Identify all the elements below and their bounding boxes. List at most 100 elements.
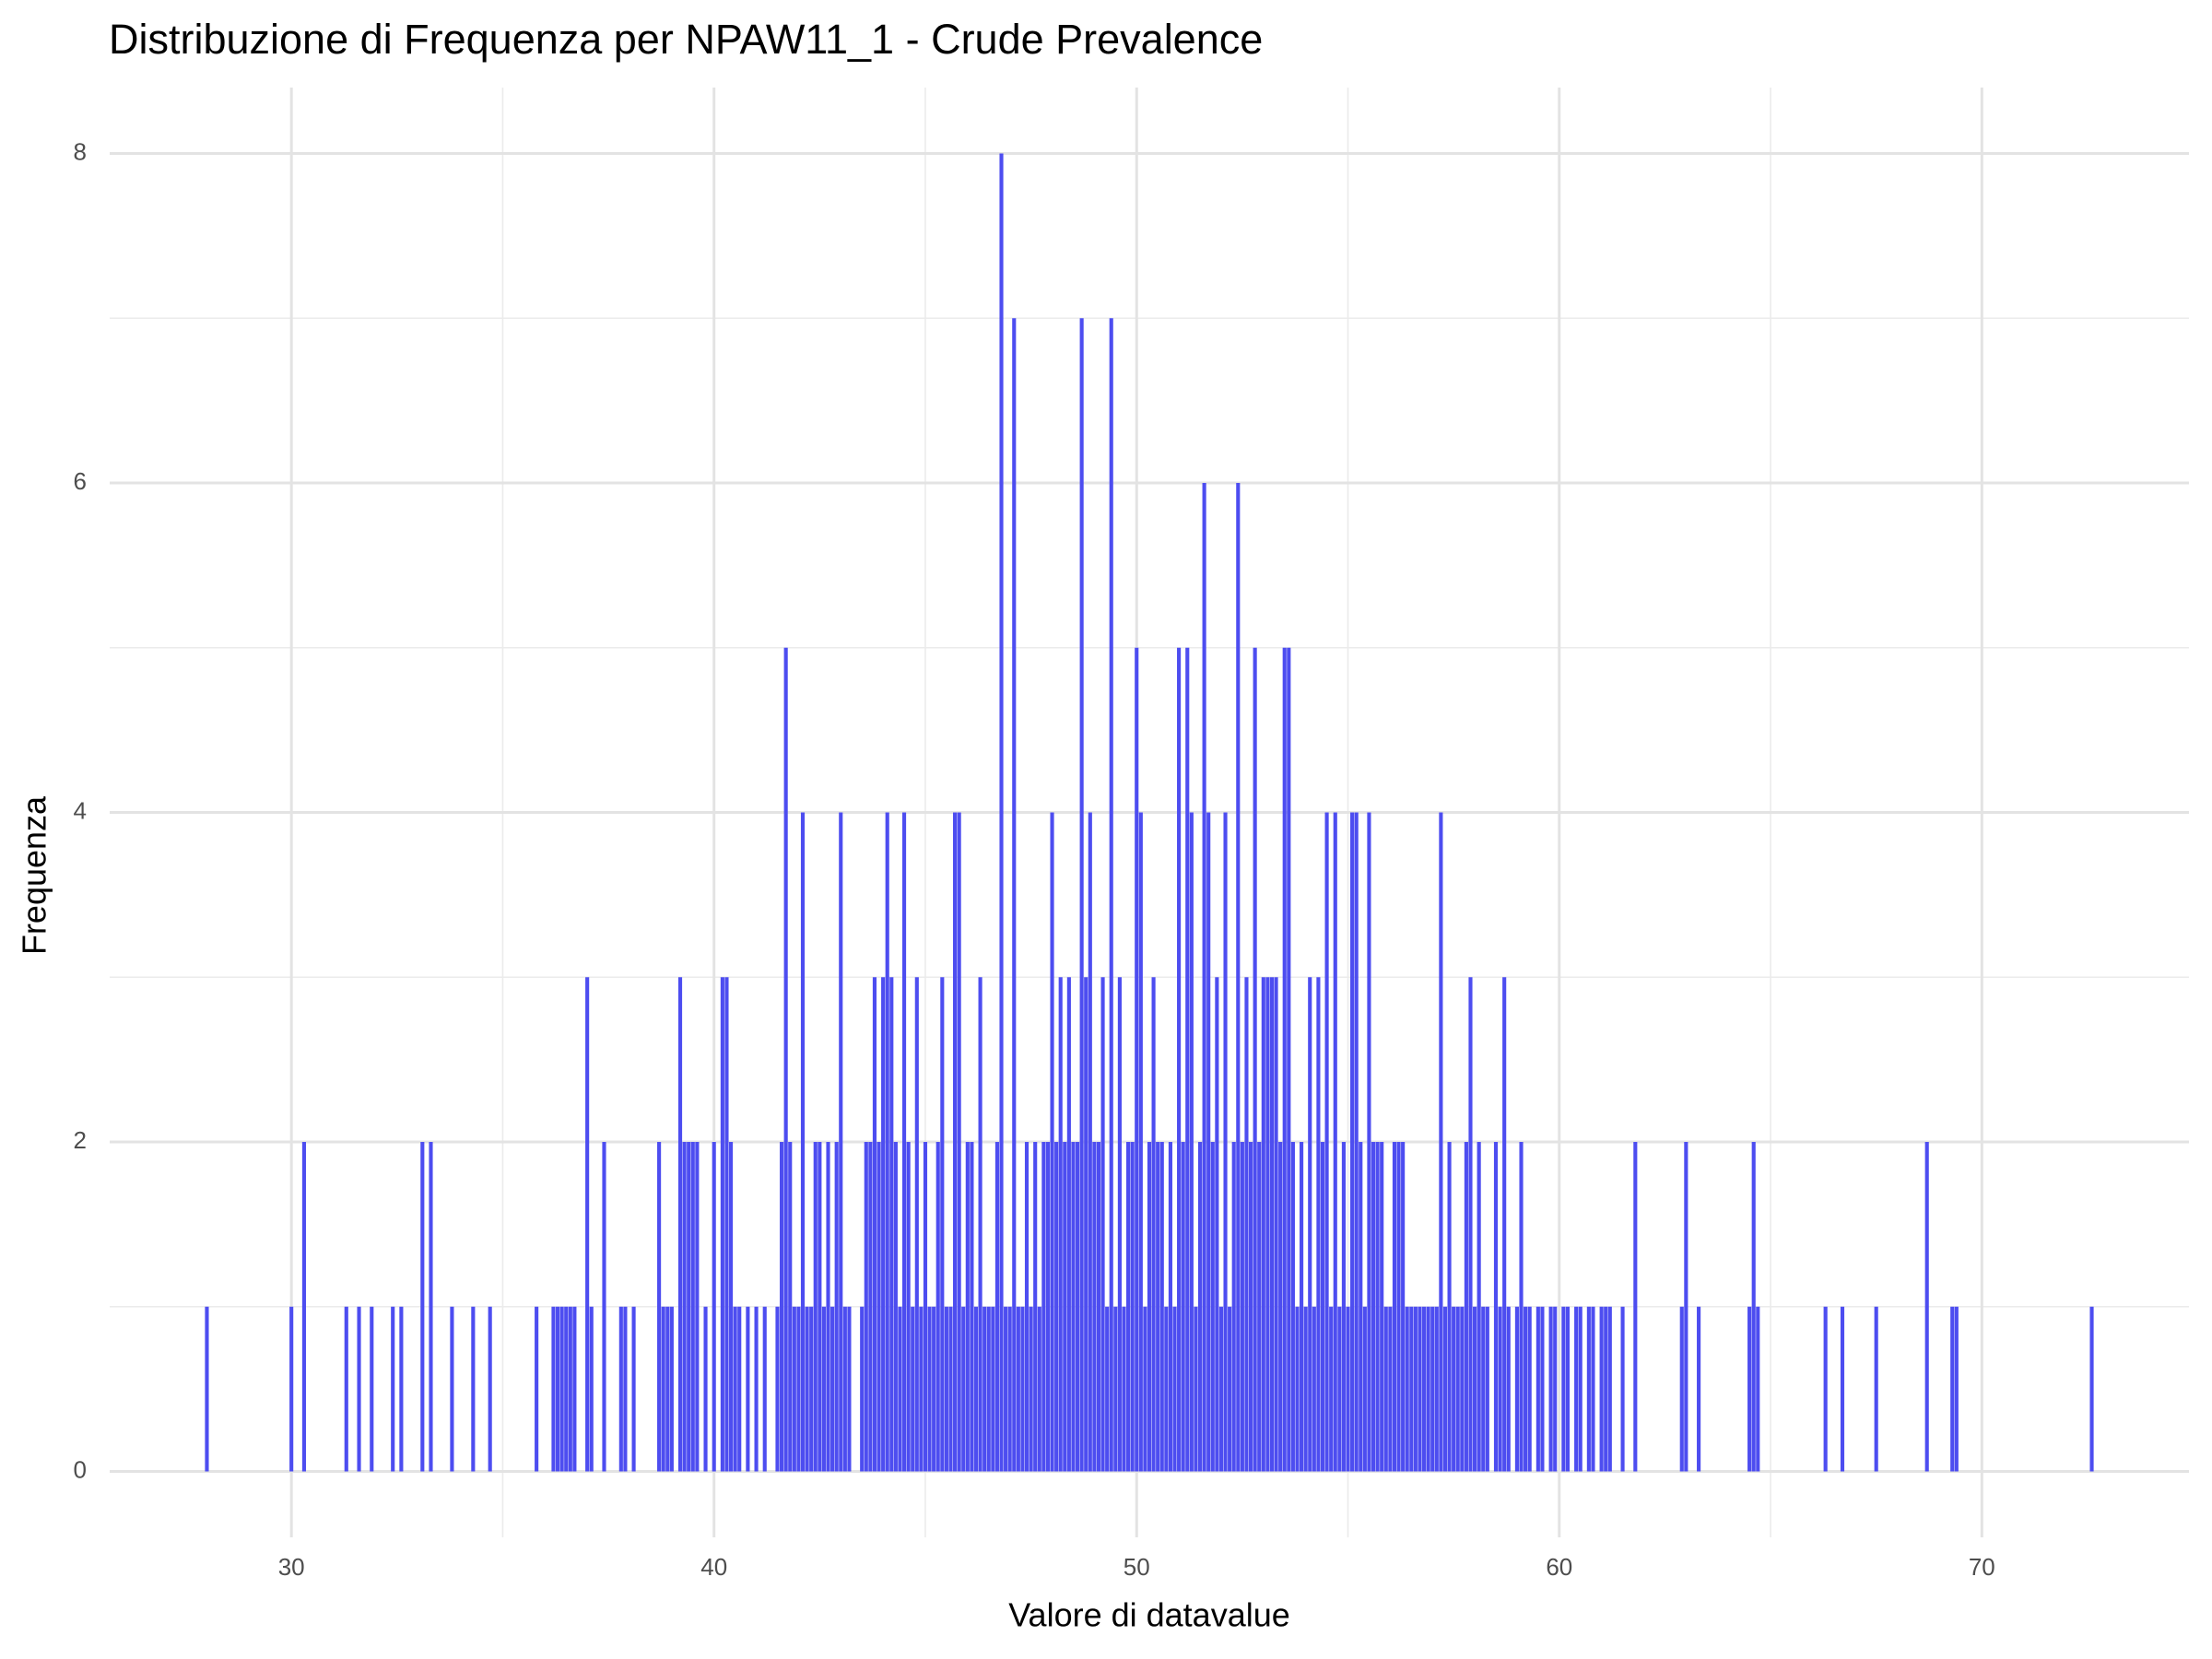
- bar: [1493, 1142, 1499, 1472]
- bar: [994, 1142, 999, 1472]
- bar: [780, 1142, 784, 1472]
- bar: [1117, 977, 1122, 1472]
- bar: [429, 1142, 433, 1472]
- bar: [1481, 1306, 1486, 1472]
- bar: [864, 1142, 868, 1472]
- bar: [1265, 977, 1270, 1472]
- bar: [813, 1142, 818, 1472]
- bar: [1747, 1306, 1752, 1472]
- bar: [999, 153, 1004, 1472]
- bar: [1007, 1306, 1012, 1472]
- bar: [703, 1306, 708, 1472]
- bar: [1477, 1142, 1481, 1472]
- bar: [1054, 1142, 1059, 1472]
- bar: [1151, 977, 1156, 1472]
- y-axis-title: Frequenza: [16, 795, 53, 955]
- bar: [2089, 1306, 2094, 1472]
- bar: [1535, 1306, 1540, 1472]
- bar: [1274, 977, 1278, 1472]
- bar: [631, 1306, 636, 1472]
- bar: [1228, 1306, 1232, 1472]
- bar: [589, 1306, 594, 1472]
- bar: [834, 1142, 839, 1472]
- bar: [585, 977, 590, 1472]
- bar: [1253, 647, 1257, 1472]
- y-tick-label: 4: [74, 796, 87, 824]
- bar: [1109, 318, 1113, 1472]
- bar: [1164, 1306, 1169, 1472]
- bar: [568, 1306, 572, 1472]
- bar: [1197, 1142, 1203, 1472]
- bar: [948, 1306, 953, 1472]
- bar: [1189, 812, 1194, 1472]
- bar: [839, 812, 843, 1472]
- bar: [1679, 1306, 1684, 1472]
- bar: [1405, 1306, 1409, 1472]
- bar: [357, 1306, 361, 1472]
- bar: [783, 647, 788, 1472]
- bar: [690, 1142, 695, 1472]
- bar: [665, 1306, 670, 1472]
- bar: [1181, 1142, 1185, 1472]
- bar: [301, 1142, 306, 1472]
- chart-title: Distribuzione di Frequenza per NPAW11_1 …: [109, 16, 1263, 63]
- bar: [792, 1306, 796, 1472]
- bar: [919, 1306, 924, 1472]
- bar: [940, 977, 945, 1472]
- bar: [1607, 1306, 1612, 1472]
- bar: [1367, 812, 1371, 1472]
- bar: [677, 977, 683, 1472]
- bar: [1383, 1306, 1388, 1472]
- bar: [1684, 1142, 1688, 1472]
- bar: [1300, 1142, 1304, 1472]
- bar: [1697, 1306, 1701, 1472]
- bar: [1591, 1306, 1595, 1472]
- bar: [1633, 1142, 1638, 1472]
- bar: [712, 1142, 716, 1472]
- bar: [1620, 1306, 1625, 1472]
- bar: [450, 1306, 454, 1472]
- bar: [1033, 1142, 1038, 1472]
- bar: [1016, 1306, 1020, 1472]
- bar: [1194, 1306, 1198, 1472]
- bar: [1324, 812, 1329, 1472]
- x-tick-label: 40: [700, 1553, 727, 1581]
- bar: [982, 1306, 987, 1472]
- bar: [1159, 1142, 1164, 1472]
- bar: [1075, 1142, 1080, 1472]
- bar: [1308, 977, 1312, 1472]
- bar: [877, 1142, 881, 1472]
- y-tick-label: 8: [74, 137, 87, 165]
- bar: [1177, 647, 1182, 1472]
- bar: [737, 1306, 742, 1472]
- bar: [1113, 1306, 1118, 1472]
- bar: [970, 1142, 974, 1472]
- bar: [1282, 647, 1287, 1472]
- bar: [1392, 1142, 1397, 1472]
- bar: [1041, 1142, 1046, 1472]
- bar: [695, 1142, 700, 1472]
- bar: [657, 1142, 662, 1472]
- bar: [847, 1306, 852, 1472]
- bar: [809, 1306, 814, 1472]
- bar: [1202, 483, 1206, 1472]
- y-tick-label: 6: [74, 467, 87, 495]
- bar: [830, 1306, 835, 1472]
- bar: [1063, 1142, 1067, 1472]
- bar: [1540, 1306, 1545, 1472]
- bar: [1506, 1306, 1511, 1472]
- bar: [1388, 1306, 1393, 1472]
- bar: [1290, 1142, 1295, 1472]
- bar: [911, 1306, 915, 1472]
- bar: [471, 1306, 476, 1472]
- bar: [1223, 812, 1228, 1472]
- bar: [1362, 1306, 1367, 1472]
- bar: [1442, 1306, 1448, 1472]
- bar: [1439, 812, 1443, 1472]
- bar: [1092, 1142, 1097, 1472]
- bar: [1088, 812, 1092, 1472]
- bar: [1206, 812, 1211, 1472]
- bar: [1337, 1306, 1342, 1472]
- bar: [1185, 647, 1190, 1472]
- bar: [1045, 1142, 1051, 1472]
